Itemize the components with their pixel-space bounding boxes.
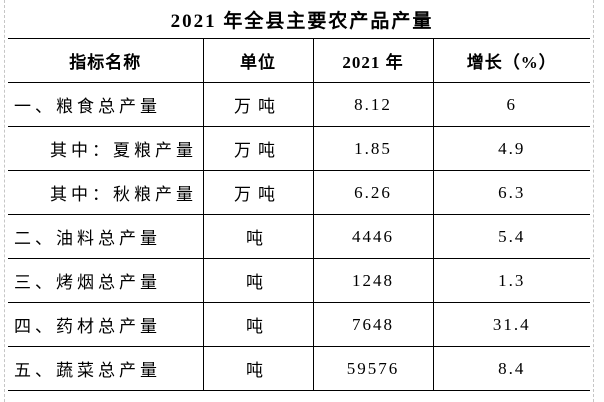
indicator-cell: 五、蔬菜总产量 [8, 346, 204, 391]
unit-cell: 吨 [203, 258, 314, 303]
table-row: 其中：夏粮产量 万吨 1.85 4.9 [8, 126, 590, 171]
value-cell: 59576 [313, 346, 434, 391]
indicator-cell: 三、烤烟总产量 [8, 258, 204, 303]
growth-cell: 8.4 [433, 346, 590, 391]
growth-cell: 5.4 [433, 214, 590, 259]
value-cell: 8.12 [313, 82, 434, 127]
growth-cell: 1.3 [433, 258, 590, 303]
production-table: 指标名称 单位 2021 年 增长（%） 一、粮食总产量 万吨 8.12 6 其… [8, 38, 590, 391]
indicator-cell: 四、药材总产量 [8, 302, 204, 347]
text-boundary-left [4, 0, 5, 402]
value-cell: 1248 [313, 258, 434, 303]
value-cell: 1.85 [313, 126, 434, 171]
header-unit: 单位 [203, 38, 314, 83]
table-row: 五、蔬菜总产量 吨 59576 8.4 [8, 346, 590, 391]
header-indicator-name: 指标名称 [8, 38, 204, 83]
text-boundary-right [593, 0, 594, 402]
growth-cell: 31.4 [433, 302, 590, 347]
indicator-cell: 其中：夏粮产量 [8, 126, 204, 171]
growth-cell: 4.9 [433, 126, 590, 171]
table-row: 二、油料总产量 吨 4446 5.4 [8, 214, 590, 259]
indicator-cell: 一、粮食总产量 [8, 82, 204, 127]
unit-cell: 吨 [203, 214, 314, 259]
growth-cell: 6 [433, 82, 590, 127]
unit-cell: 吨 [203, 346, 314, 391]
header-year-2021: 2021 年 [313, 38, 434, 83]
unit-cell: 吨 [203, 302, 314, 347]
indicator-cell: 其中：秋粮产量 [8, 170, 204, 215]
unit-cell: 万吨 [203, 82, 314, 127]
growth-cell: 6.3 [433, 170, 590, 215]
table-title: 2021 年全县主要农产品产量 [170, 11, 434, 32]
value-cell: 4446 [313, 214, 434, 259]
table-row: 三、烤烟总产量 吨 1248 1.3 [8, 258, 590, 303]
table-row: 其中：秋粮产量 万吨 6.26 6.3 [8, 170, 590, 215]
unit-cell: 万吨 [203, 170, 314, 215]
value-cell: 6.26 [313, 170, 434, 215]
value-cell: 7648 [313, 302, 434, 347]
header-growth-percent: 增长（%） [433, 38, 590, 83]
indicator-cell: 二、油料总产量 [8, 214, 204, 259]
table-row: 一、粮食总产量 万吨 8.12 6 [8, 82, 590, 127]
unit-cell: 万吨 [203, 126, 314, 171]
header-row: 指标名称 单位 2021 年 增长（%） [8, 38, 590, 83]
table-row: 四、药材总产量 吨 7648 31.4 [8, 302, 590, 347]
